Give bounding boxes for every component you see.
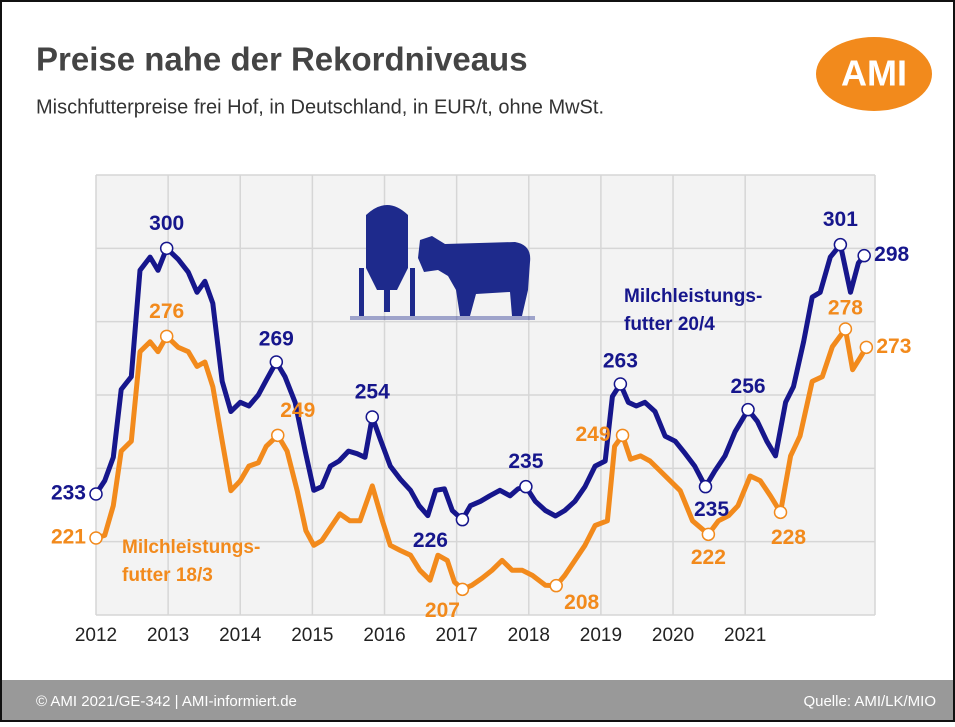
- data-label: 208: [564, 591, 599, 614]
- footer-right: Quelle: AMI/LK/MIO: [803, 693, 936, 710]
- data-label: 269: [259, 328, 294, 351]
- point-marker: [833, 237, 848, 252]
- data-label: 222: [691, 546, 726, 569]
- x-tick-label: 2015: [291, 625, 333, 646]
- data-label: 278: [828, 297, 863, 320]
- point-marker: [701, 527, 716, 542]
- point-marker: [89, 531, 103, 545]
- x-tick-label: 2013: [147, 625, 189, 646]
- chart-subtitle: Mischfutterpreise frei Hof, in Deutschla…: [36, 96, 604, 118]
- data-label: 226: [413, 529, 448, 552]
- silo-leg: [359, 268, 364, 316]
- point-marker: [613, 377, 628, 391]
- x-tick-label: 2016: [363, 625, 405, 646]
- series-label-line: Milchleistungs-: [122, 537, 260, 558]
- plot: 233 300 269 254 226 235 263 235 256 301 298 221 276 2…: [51, 208, 911, 622]
- data-label: 235: [508, 450, 543, 473]
- data-label: 228: [771, 526, 806, 549]
- data-label: 273: [876, 335, 911, 358]
- series-label: Milchleistungs-futter 18/3: [122, 537, 260, 586]
- point-marker: [857, 248, 871, 263]
- data-label: 221: [51, 526, 86, 549]
- data-label: 276: [149, 300, 184, 323]
- data-label: 254: [355, 381, 390, 404]
- series-label-line: Milchleistungs-: [624, 286, 762, 307]
- ground: [350, 316, 535, 320]
- x-tick-label: 2017: [436, 625, 478, 646]
- data-label: 300: [149, 212, 184, 235]
- series-label: Milchleistungs-futter 20/4: [624, 286, 762, 335]
- data-label: 301: [823, 208, 858, 231]
- point-marker: [455, 582, 470, 597]
- footer-left: © AMI 2021/GE-342 | AMI-informiert.de: [36, 693, 297, 710]
- point-marker: [859, 340, 874, 355]
- silo: [366, 205, 408, 290]
- data-label: 256: [731, 375, 766, 398]
- point-marker: [519, 479, 533, 494]
- silo-spout: [384, 290, 390, 312]
- point-marker: [89, 487, 103, 501]
- series-label-line: futter 20/4: [624, 314, 715, 335]
- point-marker: [615, 428, 630, 443]
- series-line: [93, 242, 867, 523]
- point-marker: [269, 355, 284, 369]
- logo: AMI: [841, 53, 907, 94]
- logo-badge: [816, 37, 932, 111]
- point-marker: [773, 505, 788, 520]
- data-label: 233: [51, 482, 86, 505]
- point-marker: [838, 322, 853, 336]
- x-tick-label: 2014: [219, 625, 262, 646]
- point-marker: [365, 410, 380, 424]
- footer: [2, 680, 953, 720]
- data-label: 249: [280, 399, 315, 422]
- icon: [350, 205, 535, 320]
- x-tick-label: 2019: [580, 625, 622, 646]
- data-label: 235: [694, 498, 729, 521]
- point-marker: [698, 479, 713, 494]
- point-marker: [455, 512, 470, 527]
- x-tick-label: 2018: [508, 625, 550, 646]
- data-label: 249: [575, 423, 610, 446]
- point-marker: [271, 428, 285, 443]
- point-marker: [741, 402, 755, 417]
- point-marker: [549, 578, 563, 593]
- x-tick-label: 2012: [75, 625, 117, 646]
- point-marker: [159, 241, 174, 256]
- x-tick-label: 2021: [724, 625, 766, 646]
- silo-leg: [410, 268, 415, 316]
- data-label: 207: [425, 599, 460, 622]
- x-tick-label: 2020: [652, 625, 694, 646]
- chart-title: Preise nahe der Rekordniveaus: [36, 41, 528, 78]
- series-label-line: futter 18/3: [122, 565, 213, 586]
- data-label: 298: [874, 243, 909, 266]
- point-marker: [159, 329, 174, 344]
- data-label: 263: [603, 350, 638, 373]
- cow: [418, 236, 531, 316]
